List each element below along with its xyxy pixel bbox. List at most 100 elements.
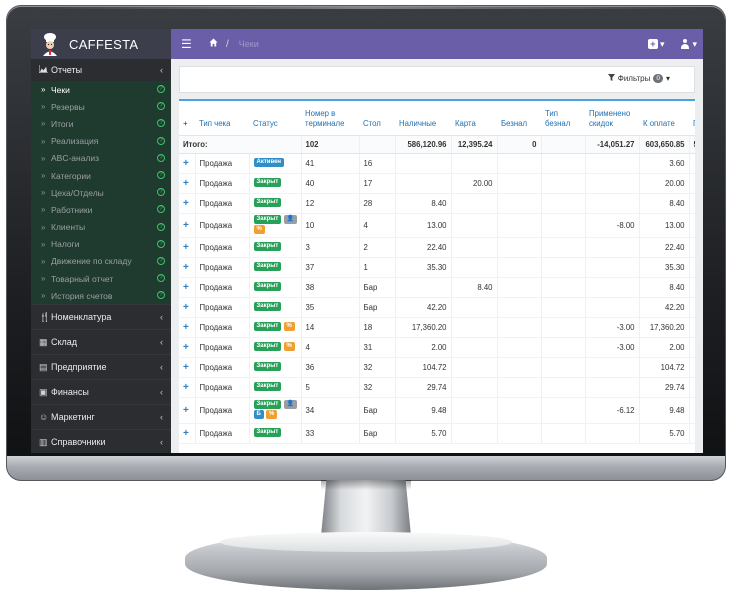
expand-cell: +	[179, 337, 196, 358]
expand-plus-icon[interactable]: +	[183, 301, 189, 313]
help-circle-icon[interactable]: ?	[157, 136, 165, 145]
discount-amount: -6.12	[585, 397, 640, 424]
column-header[interactable]: Пр	[689, 101, 695, 136]
column-header[interactable]: Статус	[249, 101, 301, 136]
receipt-type: Продажа	[195, 397, 250, 424]
help-circle-icon[interactable]: ?	[157, 205, 165, 214]
user-dropdown-button[interactable]: ▾	[680, 39, 697, 50]
sidebar-item[interactable]: » Резервы?	[31, 98, 171, 115]
sidebar-group[interactable]: ▦ Склад ‹	[31, 329, 171, 354]
topay-amount: 22.40	[639, 237, 690, 258]
help-circle-icon[interactable]: ?	[157, 85, 165, 93]
sidebar-group[interactable]: ▤ Предприятие ‹	[31, 354, 171, 379]
sidebar-group[interactable]: ▣ Финансы ‹	[31, 379, 171, 404]
sidebar-item[interactable]: » Итоги?	[31, 115, 171, 132]
expand-plus-icon[interactable]: +	[183, 381, 189, 393]
status-cell: Закрыт	[249, 193, 302, 214]
sidebar-item[interactable]: » Движение по складу?	[31, 253, 171, 270]
column-header[interactable]: +	[179, 101, 195, 136]
sidebar-item[interactable]: » ABC-анализ?	[31, 150, 171, 167]
table-row[interactable]: + Продажа Закрыт 36 32 104.72 104.72	[179, 357, 695, 378]
table-row[interactable]: + Продажа Закрыт 👤% 10 4 13.00 -8.00 13.00	[179, 213, 695, 238]
table-row[interactable]: + Продажа Закрыт 👤 Б % 34 Бар 9.48 -6.12 9.48	[179, 397, 695, 424]
double-chevron-right-icon: »	[41, 222, 46, 232]
table-row[interactable]: + Продажа Закрыт % 14 18 17,360.20 -3.00 17,360…	[179, 317, 695, 338]
column-header[interactable]: К оплате	[639, 101, 689, 136]
column-header[interactable]: Наличные	[395, 101, 451, 136]
filter-bar: Фильтры 0 ▾	[179, 66, 695, 93]
sidebar-item[interactable]: » Клиенты?	[31, 219, 171, 236]
expand-plus-icon[interactable]: +	[183, 241, 189, 253]
expand-plus-icon[interactable]: +	[183, 157, 189, 169]
add-dropdown-button[interactable]: + ▾	[647, 39, 664, 50]
table-row[interactable]: + Продажа Закрыт 38 Бар 8.40 8.40	[179, 277, 695, 298]
help-circle-icon[interactable]: ?	[157, 239, 165, 248]
home-icon[interactable]	[209, 38, 218, 50]
receipt-type: Продажа	[195, 423, 250, 444]
table-row[interactable]: + Продажа Закрыт 3 2 22.40 22.40	[179, 237, 695, 258]
expand-plus-icon[interactable]: +	[183, 321, 189, 333]
help-circle-icon[interactable]: ?	[157, 291, 165, 300]
help-circle-icon[interactable]: ?	[157, 222, 165, 231]
sidebar-item[interactable]: » Категории?	[31, 167, 171, 184]
discount-amount: -3.00	[585, 337, 640, 358]
help-circle-icon[interactable]: ?	[157, 274, 165, 283]
cash-amount	[395, 277, 452, 298]
brand-bar[interactable]: CAFFESTA	[31, 29, 171, 59]
table-row[interactable]: + Продажа Закрыт 12 28 8.40 8.40	[179, 193, 695, 214]
help-circle-icon[interactable]: ?	[157, 256, 165, 265]
column-header[interactable]: Карта	[451, 101, 497, 136]
help-circle-icon[interactable]: ?	[157, 102, 165, 111]
expand-plus-icon[interactable]: +	[183, 341, 189, 353]
expand-plus-icon[interactable]: +	[183, 281, 189, 293]
sidebar-item[interactable]: » Работники?	[31, 201, 171, 218]
column-header[interactable]: Стол	[359, 101, 395, 136]
topbar-actions: + ▾ ▾	[647, 29, 697, 59]
expand-plus-icon[interactable]: +	[183, 197, 189, 209]
receipt-type: Продажа	[195, 213, 250, 238]
help-circle-icon[interactable]: ?	[157, 170, 165, 179]
total-extra: 59	[689, 135, 695, 154]
expand-plus-icon[interactable]: +	[183, 261, 189, 273]
sidebar-section-label: Отчеты	[51, 65, 83, 75]
expand-plus-icon[interactable]: +	[183, 404, 189, 416]
hamburger-menu-icon[interactable]: ☰	[181, 37, 192, 51]
table-row[interactable]: + Продажа Закрыт 37 1 35.30 35.30	[179, 257, 695, 278]
expand-plus-icon[interactable]: +	[183, 219, 189, 231]
table-row[interactable]: + Продажа Закрыт 33 Бар 5.70 5.70	[179, 423, 695, 444]
column-header[interactable]: Применено скидок	[585, 101, 639, 136]
sidebar-section-reports[interactable]: Отчеты ‹	[31, 59, 171, 81]
receipts-table-container[interactable]: + Тип чека Статус Номер в терминале Стол Нали…	[179, 99, 695, 453]
expand-plus-icon[interactable]: +	[183, 427, 189, 439]
column-header[interactable]: Тип чека	[195, 101, 249, 136]
sidebar-group[interactable]: ☺ Маркетинг ‹	[31, 404, 171, 429]
cash-amount: 35.30	[395, 257, 452, 278]
sidebar-item[interactable]: » Чеки?	[31, 81, 171, 98]
table-row[interactable]: + Продажа Закрыт 40 17 20.00 20.00	[179, 173, 695, 194]
sidebar-item[interactable]: » Цеха/Отделы?	[31, 184, 171, 201]
column-header[interactable]: Номер в терминале	[301, 101, 359, 136]
sidebar-item-label: Клиенты	[51, 222, 86, 233]
table-row[interactable]: + Продажа Закрыт 35 Бар 42.20 42.20	[179, 297, 695, 318]
column-header[interactable]: Тип безнал	[541, 101, 585, 136]
help-circle-icon[interactable]: ?	[157, 153, 165, 162]
sidebar-item[interactable]: » Налоги?	[31, 236, 171, 253]
plus-square-icon: +	[647, 39, 658, 49]
table-row[interactable]: + Продажа Активен 41 16 3.60	[179, 153, 695, 174]
table-row[interactable]: + Продажа Закрыт 5 32 29.74 29.74	[179, 377, 695, 398]
sidebar-item[interactable]: » История счетов?	[31, 287, 171, 304]
column-header[interactable]: Безнал	[497, 101, 541, 136]
help-circle-icon[interactable]: ?	[157, 188, 165, 197]
sidebar-group[interactable]: 🍴 Номенклатура ‹	[31, 304, 171, 329]
sidebar-item[interactable]: » Реализация?	[31, 133, 171, 150]
sidebar-group-label: Финансы	[51, 387, 89, 398]
table-row[interactable]: + Продажа Закрыт % 4 31 2.00 -3.00 2.00	[179, 337, 695, 358]
sidebar-group[interactable]: ▥ Справочники ‹	[31, 429, 171, 453]
card-amount: 8.40	[451, 277, 498, 298]
help-circle-icon[interactable]: ?	[157, 119, 165, 128]
noncash-type	[541, 213, 586, 238]
sidebar-item[interactable]: » Товарный отчет?	[31, 270, 171, 287]
expand-plus-icon[interactable]: +	[183, 361, 189, 373]
filters-button[interactable]: Фильтры 0 ▾	[607, 74, 670, 83]
expand-plus-icon[interactable]: +	[183, 177, 189, 189]
